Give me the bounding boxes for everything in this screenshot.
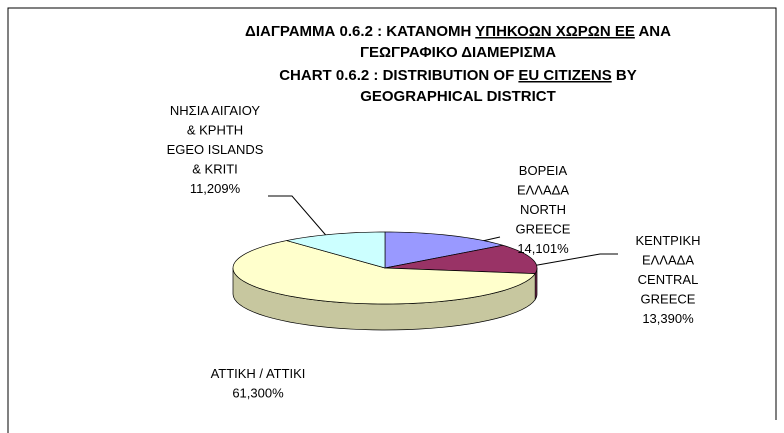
leader-line <box>268 195 331 241</box>
title-segment: CHART 0.6.2 : DISTRIBUTION OF <box>279 67 518 84</box>
category-label: ΒΟΡΕΙΑ <box>519 163 568 178</box>
leader-line <box>531 253 618 267</box>
slice <box>384 244 538 274</box>
title-segment: ΑΝΑ <box>635 23 671 40</box>
title-segment: ΓΕΩΓΡΑΦΙΚΟ ΔΙΑΜΕΡΙΣΜΑ <box>360 44 556 61</box>
category-label: & ΚΡΗΤΗ <box>187 123 243 138</box>
frame <box>7 7 777 433</box>
chart-title: GEOGRAPHICAL DISTRICT <box>360 88 556 105</box>
title-segment: ΥΠΗΚΟΩΝ ΧΩΡΩΝ ΕΕ <box>475 23 635 40</box>
category-label: ΕΛΛΑΔΑ <box>517 183 569 198</box>
title-segment: EU CITIZENS <box>518 67 611 84</box>
value-label: 11,209% <box>190 181 241 196</box>
slice <box>384 231 503 269</box>
category-label: ΝΗΣΙΑ ΑΙΓΑΙΟΥ <box>170 103 260 118</box>
category-label: ΕΛΛΑΔΑ <box>642 253 694 268</box>
value-label: 61,300% <box>232 386 284 401</box>
pie <box>232 231 538 331</box>
value-label: 13,390% <box>642 311 694 326</box>
title-segment: BY <box>612 67 637 84</box>
category-label: GREECE <box>516 222 571 237</box>
labels: ΔΙΑΓΡΑΜΜΑ 0.6.2 : ΚΑΤΑΝΟΜΗ ΥΠΗΚΟΩΝ ΧΩΡΩΝ… <box>167 23 701 401</box>
category-label: GREECE <box>641 292 696 307</box>
category-label: ΚΕΝΤΡΙΚΗ <box>635 233 700 248</box>
value-label: 14,101% <box>517 241 569 256</box>
chart-title: CHART 0.6.2 : DISTRIBUTION OF EU CITIZEN… <box>279 67 637 84</box>
category-label: NORTH <box>520 202 566 217</box>
category-label: & KRITI <box>192 162 238 177</box>
slice <box>232 240 536 305</box>
chart-title: ΔΙΑΓΡΑΜΜΑ 0.6.2 : ΚΑΤΑΝΟΜΗ ΥΠΗΚΟΩΝ ΧΩΡΩΝ… <box>245 23 671 40</box>
category-label: ΑΤΤΙΚΗ / ΑΤΤΙΚΙ <box>211 366 306 381</box>
chart-title: ΓΕΩΓΡΑΦΙΚΟ ΔΙΑΜΕΡΙΣΜΑ <box>360 44 556 61</box>
title-segment: ΔΙΑΓΡΑΜΜΑ 0.6.2 : ΚΑΤΑΝΟΜΗ <box>245 23 475 40</box>
category-label: EGEO ISLANDS <box>167 142 264 157</box>
slice <box>286 231 386 269</box>
title-segment: GEOGRAPHICAL DISTRICT <box>360 88 556 105</box>
category-label: CENTRAL <box>638 272 699 287</box>
